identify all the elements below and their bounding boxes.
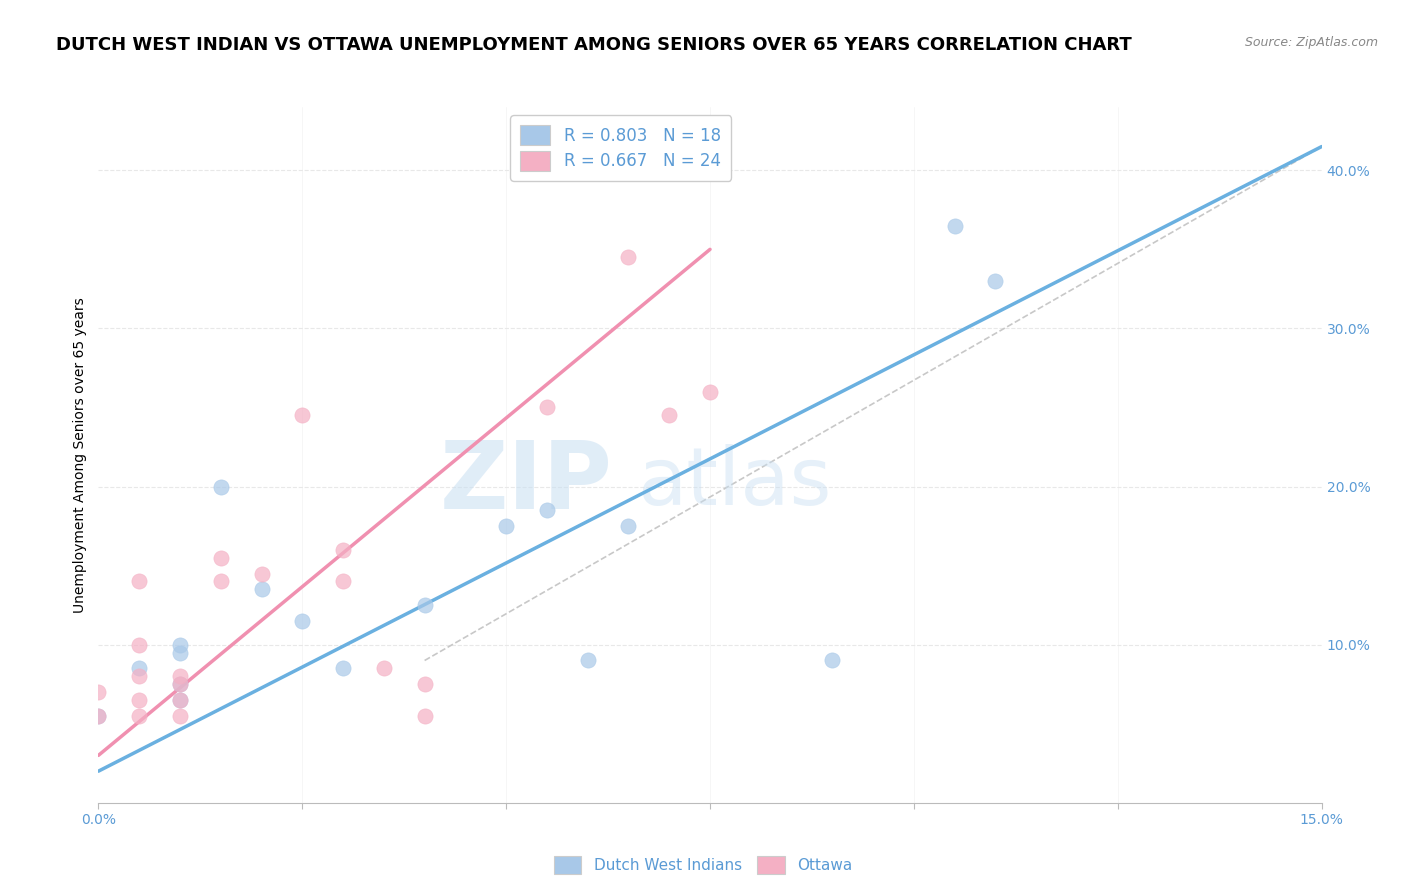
Point: [169, 646, 191, 660]
Point: [128, 693, 150, 707]
Point: [617, 519, 640, 533]
Point: [128, 574, 150, 589]
Point: [169, 708, 191, 723]
Legend: R = 0.803   N = 18, R = 0.667   N = 24: R = 0.803 N = 18, R = 0.667 N = 24: [510, 115, 731, 180]
Text: DUTCH WEST INDIAN VS OTTAWA UNEMPLOYMENT AMONG SENIORS OVER 65 YEARS CORRELATION: DUTCH WEST INDIAN VS OTTAWA UNEMPLOYMENT…: [56, 36, 1132, 54]
Point: [413, 598, 436, 612]
Point: [169, 693, 191, 707]
Point: [617, 250, 640, 264]
Y-axis label: Unemployment Among Seniors over 65 years: Unemployment Among Seniors over 65 years: [73, 297, 87, 613]
Point: [658, 409, 681, 423]
Point: [87, 685, 110, 699]
Point: [699, 384, 721, 399]
Point: [169, 677, 191, 691]
Text: atlas: atlas: [637, 443, 831, 522]
Point: [128, 638, 150, 652]
Point: [373, 661, 395, 675]
Point: [87, 708, 110, 723]
Point: [128, 661, 150, 675]
Point: [943, 219, 966, 233]
Point: [209, 574, 232, 589]
Point: [332, 574, 354, 589]
Legend: Dutch West Indians, Ottawa: Dutch West Indians, Ottawa: [548, 850, 858, 880]
Point: [169, 677, 191, 691]
Point: [576, 653, 599, 667]
Point: [250, 582, 273, 597]
Point: [821, 653, 844, 667]
Point: [169, 669, 191, 683]
Point: [536, 401, 558, 415]
Point: [169, 638, 191, 652]
Point: [128, 669, 150, 683]
Point: [495, 519, 517, 533]
Point: [536, 503, 558, 517]
Point: [128, 708, 150, 723]
Point: [87, 708, 110, 723]
Point: [169, 693, 191, 707]
Point: [291, 614, 314, 628]
Point: [209, 479, 232, 493]
Point: [984, 274, 1007, 288]
Point: [209, 550, 232, 565]
Point: [413, 677, 436, 691]
Text: Source: ZipAtlas.com: Source: ZipAtlas.com: [1244, 36, 1378, 49]
Point: [291, 409, 314, 423]
Point: [413, 708, 436, 723]
Point: [332, 542, 354, 557]
Point: [332, 661, 354, 675]
Point: [250, 566, 273, 581]
Text: ZIP: ZIP: [439, 437, 612, 529]
